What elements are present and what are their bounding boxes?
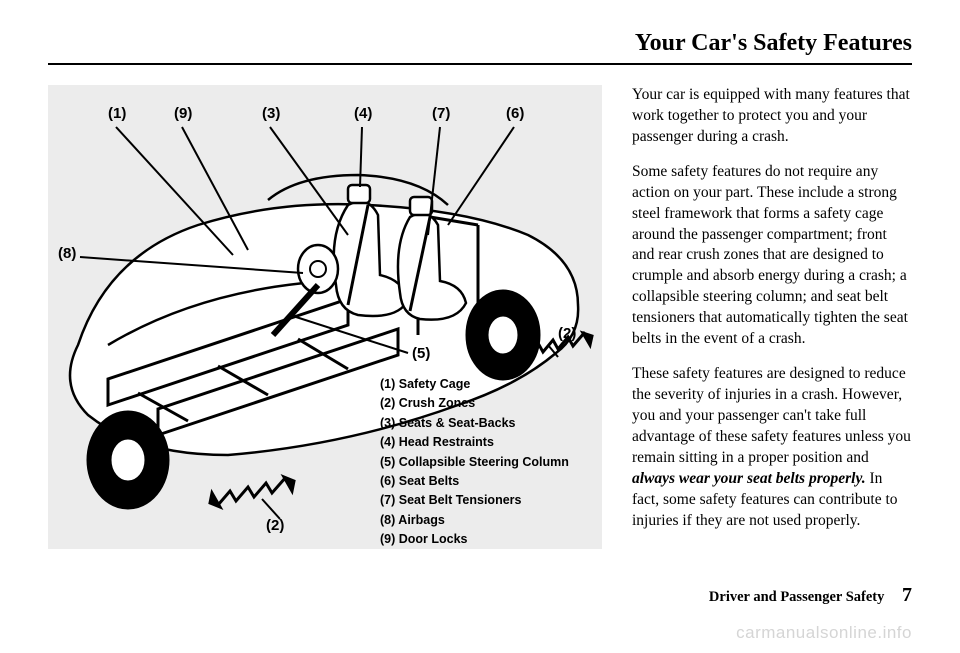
callout-3: (3) <box>262 105 280 122</box>
legend-item: (9) Door Locks <box>380 530 569 549</box>
legend-item: (4) Head Restraints <box>380 433 569 452</box>
callout-1: (1) <box>108 105 126 122</box>
footer-page-number: 7 <box>902 584 912 606</box>
callout-4: (4) <box>354 105 372 122</box>
legend-item: (2) Crush Zones <box>380 394 569 413</box>
callout-9: (9) <box>174 105 192 122</box>
callout-5: (5) <box>412 345 430 362</box>
diagram-legend: (1) Safety Cage (2) Crush Zones (3) Seat… <box>380 375 569 549</box>
page: Your Car's Safety Features <box>0 0 960 653</box>
callout-7: (7) <box>432 105 450 122</box>
legend-item: (3) Seats & Seat-Backs <box>380 414 569 433</box>
legend-item: (5) Collapsible Steering Column <box>380 453 569 472</box>
figure-column: (1) (9) (3) (4) (7) (6) (8) (5) (2) (2) … <box>48 85 602 549</box>
callout-8: (8) <box>58 245 76 262</box>
body-paragraph: Some safety features do not require any … <box>632 162 912 350</box>
footer-section: Driver and Passenger Safety <box>709 589 884 605</box>
body-text: These safety features are designed to re… <box>632 365 911 466</box>
callout-2-front: (2) <box>266 517 284 534</box>
safety-features-diagram: (1) (9) (3) (4) (7) (6) (8) (5) (2) (2) … <box>48 85 602 549</box>
legend-item: (7) Seat Belt Tensioners <box>380 491 569 510</box>
legend-item: (8) Airbags <box>380 511 569 530</box>
body-paragraph: Your car is equipped with many features … <box>632 85 912 148</box>
content-columns: (1) (9) (3) (4) (7) (6) (8) (5) (2) (2) … <box>48 85 912 549</box>
callout-6: (6) <box>506 105 524 122</box>
watermark: carmanualsonline.info <box>736 623 912 643</box>
body-paragraph: These safety features are designed to re… <box>632 364 912 531</box>
body-emphasis: always wear your seat belts properly. <box>632 470 866 487</box>
legend-item: (1) Safety Cage <box>380 375 569 394</box>
callout-2-rear: (2) <box>558 325 576 342</box>
legend-item: (6) Seat Belts <box>380 472 569 491</box>
page-title: Your Car's Safety Features <box>48 30 912 57</box>
page-footer: Driver and Passenger Safety 7 <box>709 584 912 607</box>
body-text-column: Your car is equipped with many features … <box>632 85 912 549</box>
header-rule <box>48 63 912 65</box>
